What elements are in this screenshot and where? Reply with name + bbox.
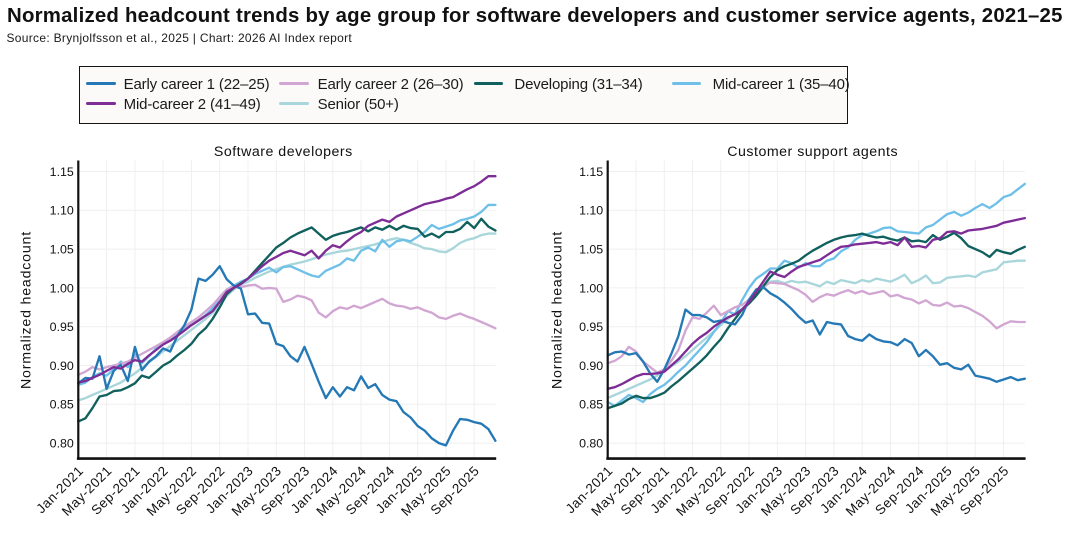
svg-text:0.80: 0.80 (50, 437, 74, 451)
svg-text:0.85: 0.85 (579, 398, 603, 412)
svg-text:Customer support agents: Customer support agents (727, 144, 898, 160)
svg-text:1.05: 1.05 (50, 243, 74, 257)
svg-text:1.15: 1.15 (50, 165, 74, 179)
svg-text:1.00: 1.00 (50, 281, 74, 295)
svg-text:1.05: 1.05 (579, 243, 603, 257)
svg-text:Normalized headcount: Normalized headcount (550, 231, 566, 389)
svg-text:0.90: 0.90 (50, 359, 74, 373)
svg-text:0.80: 0.80 (579, 437, 603, 451)
svg-text:Software developers: Software developers (214, 144, 353, 160)
svg-text:0.90: 0.90 (579, 359, 603, 373)
svg-text:1.10: 1.10 (579, 204, 603, 218)
svg-text:0.85: 0.85 (50, 398, 74, 412)
svg-text:1.15: 1.15 (579, 165, 603, 179)
svg-text:1.00: 1.00 (579, 281, 603, 295)
svg-text:1.10: 1.10 (50, 204, 74, 218)
svg-text:Normalized headcount: Normalized headcount (19, 231, 35, 389)
svg-text:0.95: 0.95 (50, 320, 74, 334)
svg-text:0.95: 0.95 (579, 320, 603, 334)
